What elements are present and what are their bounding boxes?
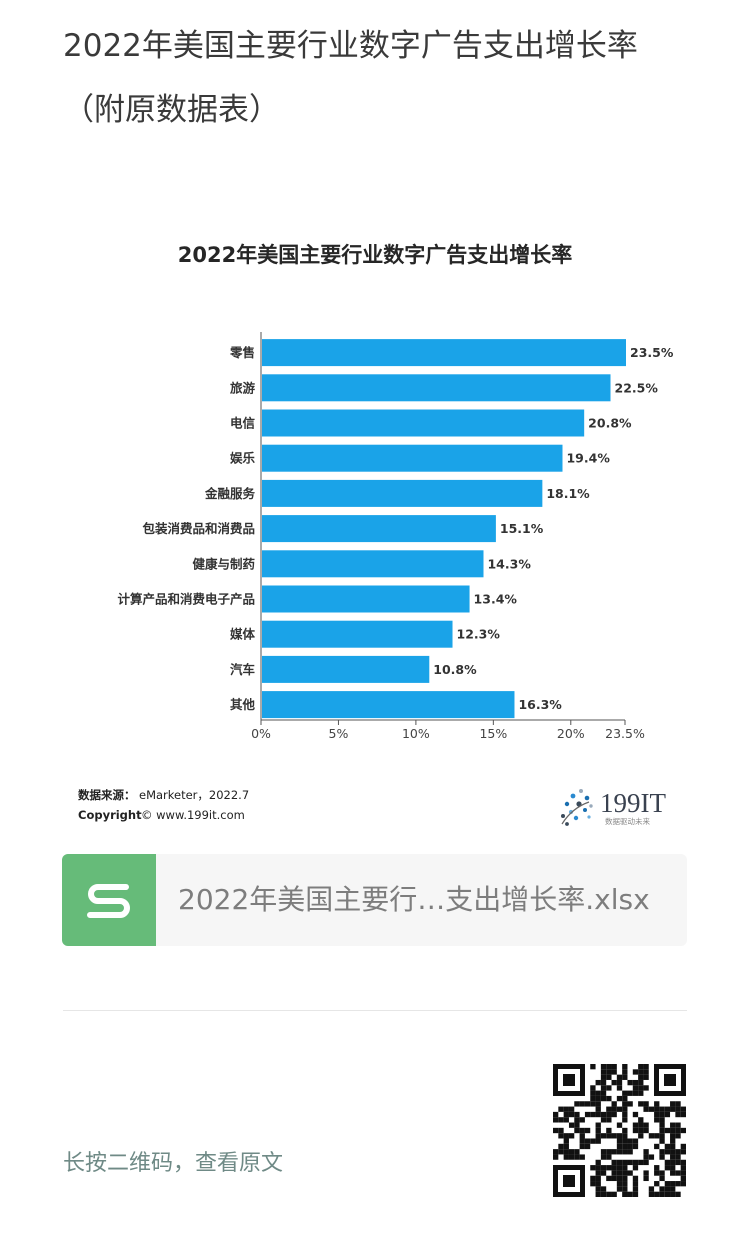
bar xyxy=(262,550,484,578)
x-tick-label: 10% xyxy=(402,726,430,741)
bar xyxy=(262,339,626,367)
chart-title: 2022年美国主要行业数字广告支出增长率 xyxy=(178,243,572,267)
category-label: 金融服务 xyxy=(204,486,256,501)
category-label: 健康与制药 xyxy=(192,556,255,571)
data-label: 12.3% xyxy=(457,627,501,642)
qr-hint-text: 长按二维码，查看原文 xyxy=(63,1151,284,1176)
category-label: 零售 xyxy=(229,345,255,360)
data-label: 16.3% xyxy=(518,697,562,712)
bar xyxy=(262,620,453,648)
qr-code-icon[interactable] xyxy=(553,1064,686,1197)
category-label: 汽车 xyxy=(230,662,256,677)
data-label: 20.8% xyxy=(588,416,632,431)
data-label: 22.5% xyxy=(615,380,659,395)
divider xyxy=(63,1010,687,1011)
data-label: 15.1% xyxy=(500,521,544,536)
dandelion-icon xyxy=(561,789,593,826)
attachment-file-card[interactable]: 2022年美国主要行…支出增长率.xlsx xyxy=(62,854,687,946)
category-label: 电信 xyxy=(230,416,256,431)
file-name: 2022年美国主要行…支出增长率.xlsx xyxy=(178,883,650,916)
article-title: 2022年美国主要行业数字广告支出增长率（附原数据表） xyxy=(63,28,638,128)
bar xyxy=(262,691,515,719)
chart-image: 2022年美国主要行业数字广告支出增长率 零售 23.5% 旅游 22.5% 电信 20.… xyxy=(60,220,690,840)
spreadsheet-s-icon xyxy=(62,854,156,946)
bar xyxy=(262,585,470,613)
data-label: 10.8% xyxy=(433,662,477,677)
bar xyxy=(262,479,543,507)
bar-chart: 2022年美国主要行业数字广告支出增长率 零售 23.5% 旅游 22.5% 电信 20.… xyxy=(78,243,674,826)
bar xyxy=(262,409,585,437)
data-label: 19.4% xyxy=(566,451,610,466)
bar xyxy=(262,374,611,402)
category-label: 包装消费品和消费品 xyxy=(141,521,255,536)
source-label: 数据来源： xyxy=(78,788,136,802)
x-tick-label: 20% xyxy=(557,726,585,741)
copyright-label: Copyright xyxy=(78,808,142,822)
copyright-text: © www.199it.com xyxy=(141,808,245,822)
category-label: 其他 xyxy=(230,697,256,712)
source-text: eMarketer，2022.7 xyxy=(139,788,249,802)
category-label: 计算产品和消费电子产品 xyxy=(117,592,255,607)
logo-slogan: 数据驱动未来 xyxy=(605,816,650,826)
x-tick-label: 23.5% xyxy=(605,726,645,741)
data-label: 14.3% xyxy=(487,556,531,571)
data-label: 18.1% xyxy=(546,486,590,501)
bar xyxy=(262,655,430,683)
logo-199it: 199IT 数据驱动未来 xyxy=(561,788,666,826)
x-tick-label: 0% xyxy=(251,726,271,741)
bar xyxy=(262,515,496,543)
data-label: 13.4% xyxy=(474,592,518,607)
data-label: 23.5% xyxy=(630,345,674,360)
logo-text: 199IT xyxy=(600,788,666,818)
x-tick-label: 5% xyxy=(329,726,349,741)
category-label: 旅游 xyxy=(229,380,256,395)
category-label: 娱乐 xyxy=(230,451,256,466)
category-label: 媒体 xyxy=(230,627,256,642)
bar xyxy=(262,444,563,472)
x-tick-label: 15% xyxy=(479,726,507,741)
